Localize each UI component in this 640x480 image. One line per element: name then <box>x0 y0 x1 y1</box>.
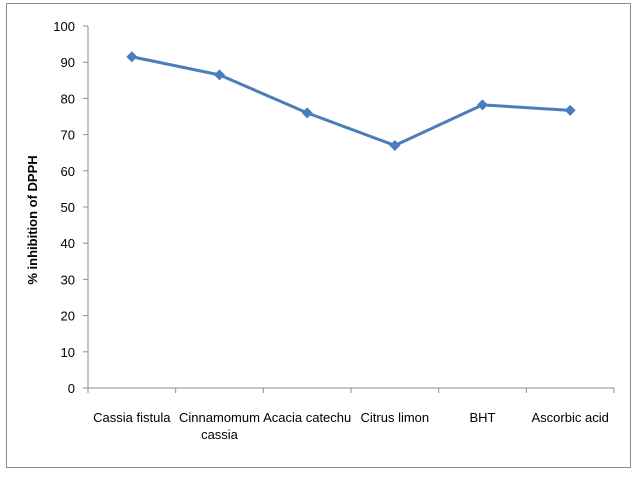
y-tick-label: 30 <box>61 272 75 287</box>
x-tick-label: Citrus limon <box>361 410 430 425</box>
y-tick-label: 50 <box>61 200 75 215</box>
y-tick-label: 100 <box>53 19 75 34</box>
data-point <box>564 104 576 116</box>
y-tick-label: 90 <box>61 55 75 70</box>
data-point <box>301 107 313 119</box>
x-tick-label: BHT <box>470 410 496 425</box>
y-axis-label: % inhibition of DPPH <box>25 155 40 284</box>
series-line <box>131 55 571 147</box>
x-tick-label: Ascorbic acid <box>532 410 609 425</box>
series-group <box>126 51 576 151</box>
y-tick-label: 20 <box>61 309 75 324</box>
y-tick-label: 40 <box>61 236 75 251</box>
x-tick-label: Cinnamomum cassia <box>179 410 260 442</box>
y-tick-label: 80 <box>61 91 75 106</box>
y-tick-label: 0 <box>68 381 75 396</box>
y-tick-label: 10 <box>61 345 75 360</box>
x-tick-label: Acacia catechu <box>263 410 351 425</box>
y-axis: 0 10 20 30 40 50 60 70 80 90 100 <box>53 19 89 396</box>
data-point <box>389 139 401 151</box>
data-point <box>126 51 138 63</box>
data-point <box>477 99 488 111</box>
data-point <box>214 69 225 81</box>
y-tick-label: 60 <box>61 164 75 179</box>
y-tick-label: 70 <box>61 128 75 143</box>
x-tick-label: Cassia fistula <box>93 410 171 425</box>
